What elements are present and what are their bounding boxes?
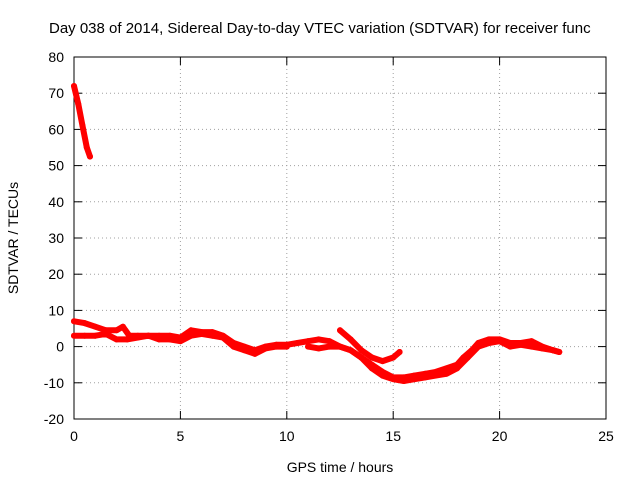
y-tick-label: 70 — [48, 85, 64, 101]
data-point — [432, 372, 439, 379]
y-tick-label: 30 — [48, 230, 64, 246]
data-point — [315, 336, 322, 343]
data-point — [92, 323, 99, 330]
data-point — [156, 336, 163, 343]
data-point — [86, 153, 93, 160]
data-point — [390, 376, 397, 383]
data-point — [517, 341, 524, 348]
data-point — [81, 320, 88, 327]
data-point — [124, 336, 131, 343]
y-tick-label: -20 — [44, 411, 64, 427]
data-point — [305, 338, 312, 345]
data-point — [528, 343, 535, 350]
chart-title: Day 038 of 2014, Sidereal Day-to-day VTE… — [49, 20, 591, 37]
data-point — [241, 347, 248, 354]
data-point — [81, 332, 88, 339]
data-point — [305, 343, 312, 350]
data-point — [422, 374, 429, 381]
data-point — [485, 339, 492, 346]
x-tick-label: 15 — [385, 428, 401, 444]
y-tick-label: 40 — [48, 194, 64, 210]
y-axis-label: SDTVAR / TECUs — [5, 182, 21, 294]
y-tick-label: 10 — [48, 302, 64, 318]
data-point — [556, 349, 563, 356]
data-point — [71, 332, 77, 339]
axis-ticks: 0 5 10 15 20 25 -20 -10 0 10 20 30 40 50 60 70 80 — [44, 49, 614, 444]
data-series — [71, 82, 563, 384]
x-tick-label: 5 — [177, 428, 185, 444]
data-point — [368, 354, 375, 361]
data-point — [71, 318, 77, 325]
x-tick-label: 20 — [492, 428, 508, 444]
data-point — [315, 345, 322, 352]
y-tick-label: 20 — [48, 266, 64, 282]
data-point — [273, 343, 280, 350]
data-point — [496, 338, 503, 345]
data-point — [396, 349, 403, 356]
data-point — [230, 343, 237, 350]
data-point — [337, 343, 343, 350]
data-point — [283, 343, 290, 350]
data-point — [507, 343, 514, 350]
y-tick-label: 50 — [48, 158, 64, 174]
data-point — [379, 358, 386, 365]
x-tick-label: 25 — [598, 428, 614, 444]
data-point — [262, 345, 269, 352]
data-point — [251, 350, 258, 357]
data-point — [549, 347, 556, 354]
data-point — [337, 327, 343, 334]
data-point — [79, 122, 86, 129]
data-point — [102, 330, 109, 337]
data-point — [454, 365, 461, 372]
data-point — [113, 327, 120, 334]
x-tick-label: 10 — [279, 428, 295, 444]
data-point — [83, 144, 90, 151]
data-point — [400, 377, 407, 384]
data-point — [368, 365, 375, 372]
data-point — [92, 332, 99, 339]
y-tick-label: 60 — [48, 121, 64, 137]
data-point — [379, 372, 386, 379]
data-point — [134, 334, 141, 341]
data-point — [347, 336, 354, 343]
data-point — [166, 336, 173, 343]
data-point — [177, 338, 184, 345]
y-tick-label: 80 — [48, 49, 64, 65]
y-tick-label: 0 — [56, 339, 64, 355]
data-point — [358, 354, 365, 361]
data-point — [294, 339, 301, 346]
data-point — [145, 332, 152, 339]
data-point — [188, 332, 195, 339]
data-point — [411, 376, 418, 383]
data-point — [219, 334, 226, 341]
x-tick-label: 0 — [70, 428, 78, 444]
x-axis-label: GPS time / hours — [287, 459, 394, 475]
data-point — [75, 101, 82, 108]
data-point — [71, 82, 77, 89]
data-point — [539, 345, 546, 352]
data-point — [464, 354, 471, 361]
data-point — [188, 327, 195, 334]
data-point — [326, 343, 333, 350]
y-tick-label: -10 — [44, 375, 64, 391]
grid-lines — [74, 57, 606, 419]
data-point — [528, 338, 535, 345]
data-point — [198, 330, 205, 337]
data-point — [119, 323, 126, 330]
data-point — [390, 354, 397, 361]
data-point — [475, 343, 482, 350]
data-point — [209, 332, 216, 339]
data-point — [443, 370, 450, 377]
data-point — [326, 338, 333, 345]
data-point — [347, 347, 354, 354]
data-point — [358, 347, 365, 354]
data-point — [113, 336, 120, 343]
